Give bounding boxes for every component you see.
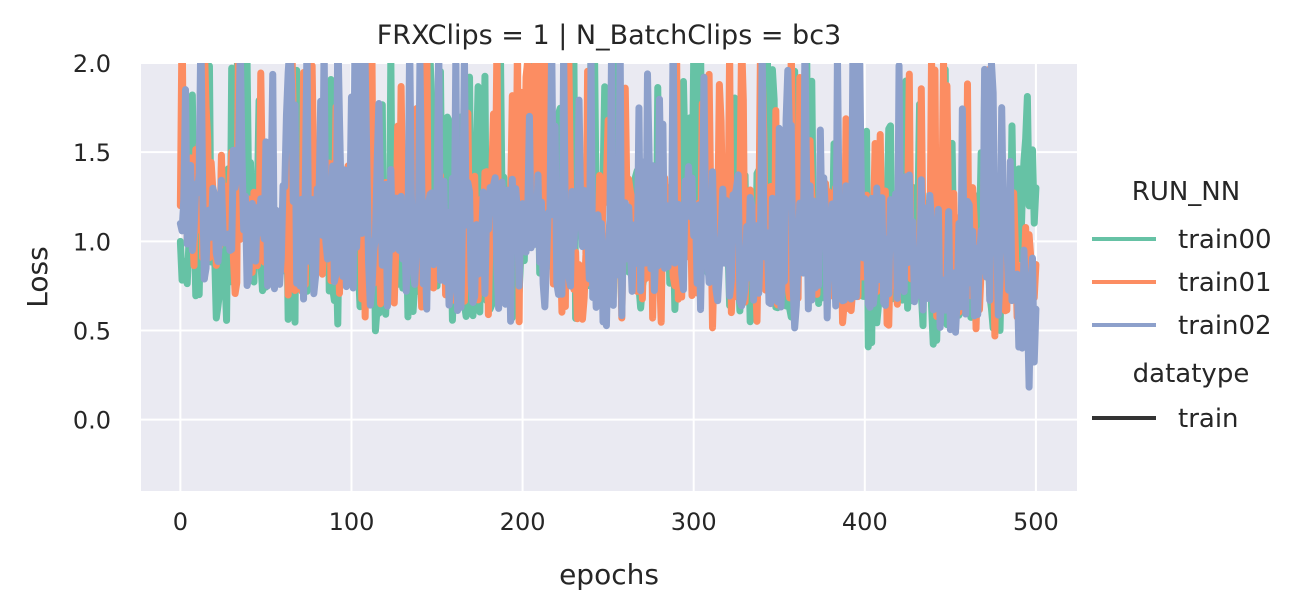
x-tick-label: 300 (671, 508, 717, 536)
legend-hue-title: RUN_NN (1132, 177, 1240, 207)
legend-label-train01: train01 (1178, 268, 1272, 298)
legend-series-entries: train00 train01 train02 (1092, 225, 1272, 341)
legend-style-label-train: train (1178, 404, 1239, 434)
x-axis-label: epochs (559, 558, 659, 591)
legend-label-train00: train00 (1178, 225, 1272, 255)
y-tick-labels: 0.0 0.5 1.0 1.5 2.0 (73, 50, 111, 435)
y-tick-label: 2.0 (73, 50, 111, 78)
legend-style-entries: train (1092, 404, 1239, 434)
y-tick-label: 1.0 (73, 228, 111, 256)
legend: RUN_NN train00 train01 train02 datatype tr… (1092, 177, 1272, 434)
series-layer (176, 63, 1040, 391)
y-tick-label: 0.0 (73, 407, 111, 435)
x-tick-label: 0 (173, 508, 188, 536)
series-line-train02 (176, 63, 1040, 391)
y-tick-label: 1.5 (73, 139, 111, 167)
x-tick-label: 200 (500, 508, 546, 536)
y-tick-label: 0.5 (73, 318, 111, 346)
y-axis-label: Loss (21, 246, 54, 307)
legend-style-title: datatype (1133, 359, 1250, 389)
x-tick-labels: 0 100 200 300 400 500 (173, 508, 1059, 536)
legend-label-train02: train02 (1178, 311, 1272, 341)
x-tick-label: 400 (842, 508, 888, 536)
chart-title: FRXClips = 1 | N_BatchClips = bc3 (377, 20, 841, 51)
x-tick-label: 500 (1013, 508, 1059, 536)
x-tick-label: 100 (329, 508, 375, 536)
